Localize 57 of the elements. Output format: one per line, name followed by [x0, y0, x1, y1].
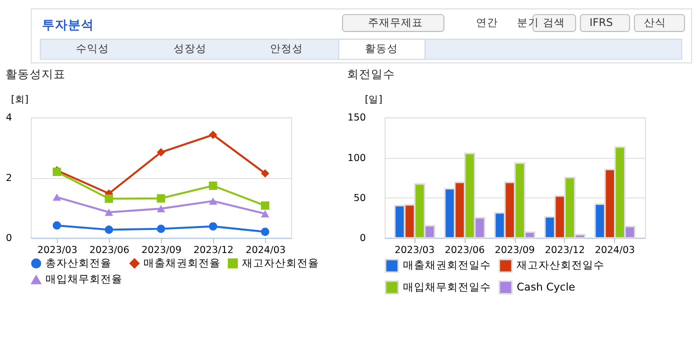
- x-tick-label: 2024/03: [594, 244, 635, 256]
- y-tick-label: 2: [6, 172, 12, 184]
- x-tick-label: 2024/03: [246, 244, 286, 256]
- legend-label: 매출채권회전율: [144, 257, 221, 270]
- y-tick-label: 0: [6, 233, 12, 244]
- text: 산식: [644, 16, 666, 29]
- x-tick-label: 2023/03: [394, 244, 435, 256]
- y-tick-label: 50: [354, 193, 366, 204]
- x-tick-label: 2023/06: [89, 244, 130, 256]
- x-tick-label: 2023/09: [494, 244, 535, 256]
- y-tick-label: 4: [6, 112, 12, 124]
- text: 활동성: [364, 43, 398, 56]
- x-tick-label: 2023/09: [141, 244, 182, 256]
- legend-label: 재고자산회전율: [242, 257, 319, 270]
- y-tick-label: 0: [360, 233, 366, 244]
- x-tick-label: 2023/03: [37, 244, 78, 256]
- y-tick-label: 100: [347, 152, 366, 164]
- point: [260, 201, 270, 210]
- legend-label: 재고자산회전일수: [516, 260, 605, 272]
- point: [260, 228, 270, 236]
- point: [156, 194, 166, 203]
- text: 투자분석: [42, 17, 94, 32]
- point: [208, 130, 218, 139]
- point: [260, 210, 270, 218]
- text: 분기: [516, 16, 539, 29]
- point: [208, 222, 218, 231]
- y-tick-label: 150: [347, 112, 366, 124]
- point: [104, 194, 114, 203]
- chart-title: 회전일수: [346, 66, 395, 81]
- y-axis-title: [일]: [364, 94, 382, 106]
- point: [156, 224, 166, 233]
- text: 수익성: [76, 43, 109, 56]
- point: [52, 194, 62, 201]
- legend-label: 매출채권회전일수: [402, 260, 491, 272]
- point: [156, 205, 166, 212]
- point: [104, 208, 114, 216]
- point: [52, 221, 62, 230]
- point: [208, 182, 218, 190]
- text: IFRS: [590, 16, 614, 29]
- legend-label: Cash Cycle: [516, 281, 576, 294]
- legend-label: 매입채무회전율: [45, 274, 122, 286]
- text: 성장성: [174, 43, 207, 56]
- text: 주재무제표: [368, 16, 424, 29]
- text: 검색: [542, 16, 565, 29]
- x-tick-label: 2023/12: [194, 244, 234, 256]
- point: [260, 169, 270, 178]
- x-tick-label: 2023/06: [444, 244, 485, 256]
- chart-title: 활동성지표: [5, 66, 66, 81]
- text: 연간: [476, 16, 498, 29]
- legend-label: 매입채무회전일수: [402, 281, 491, 294]
- legend-label: 총자산회전율: [45, 257, 112, 270]
- point: [104, 226, 114, 234]
- text: 안정성: [270, 43, 304, 56]
- x-tick-label: 2023/12: [544, 244, 585, 256]
- y-axis-title: [회]: [11, 94, 29, 106]
- point: [156, 148, 166, 156]
- point: [208, 197, 218, 205]
